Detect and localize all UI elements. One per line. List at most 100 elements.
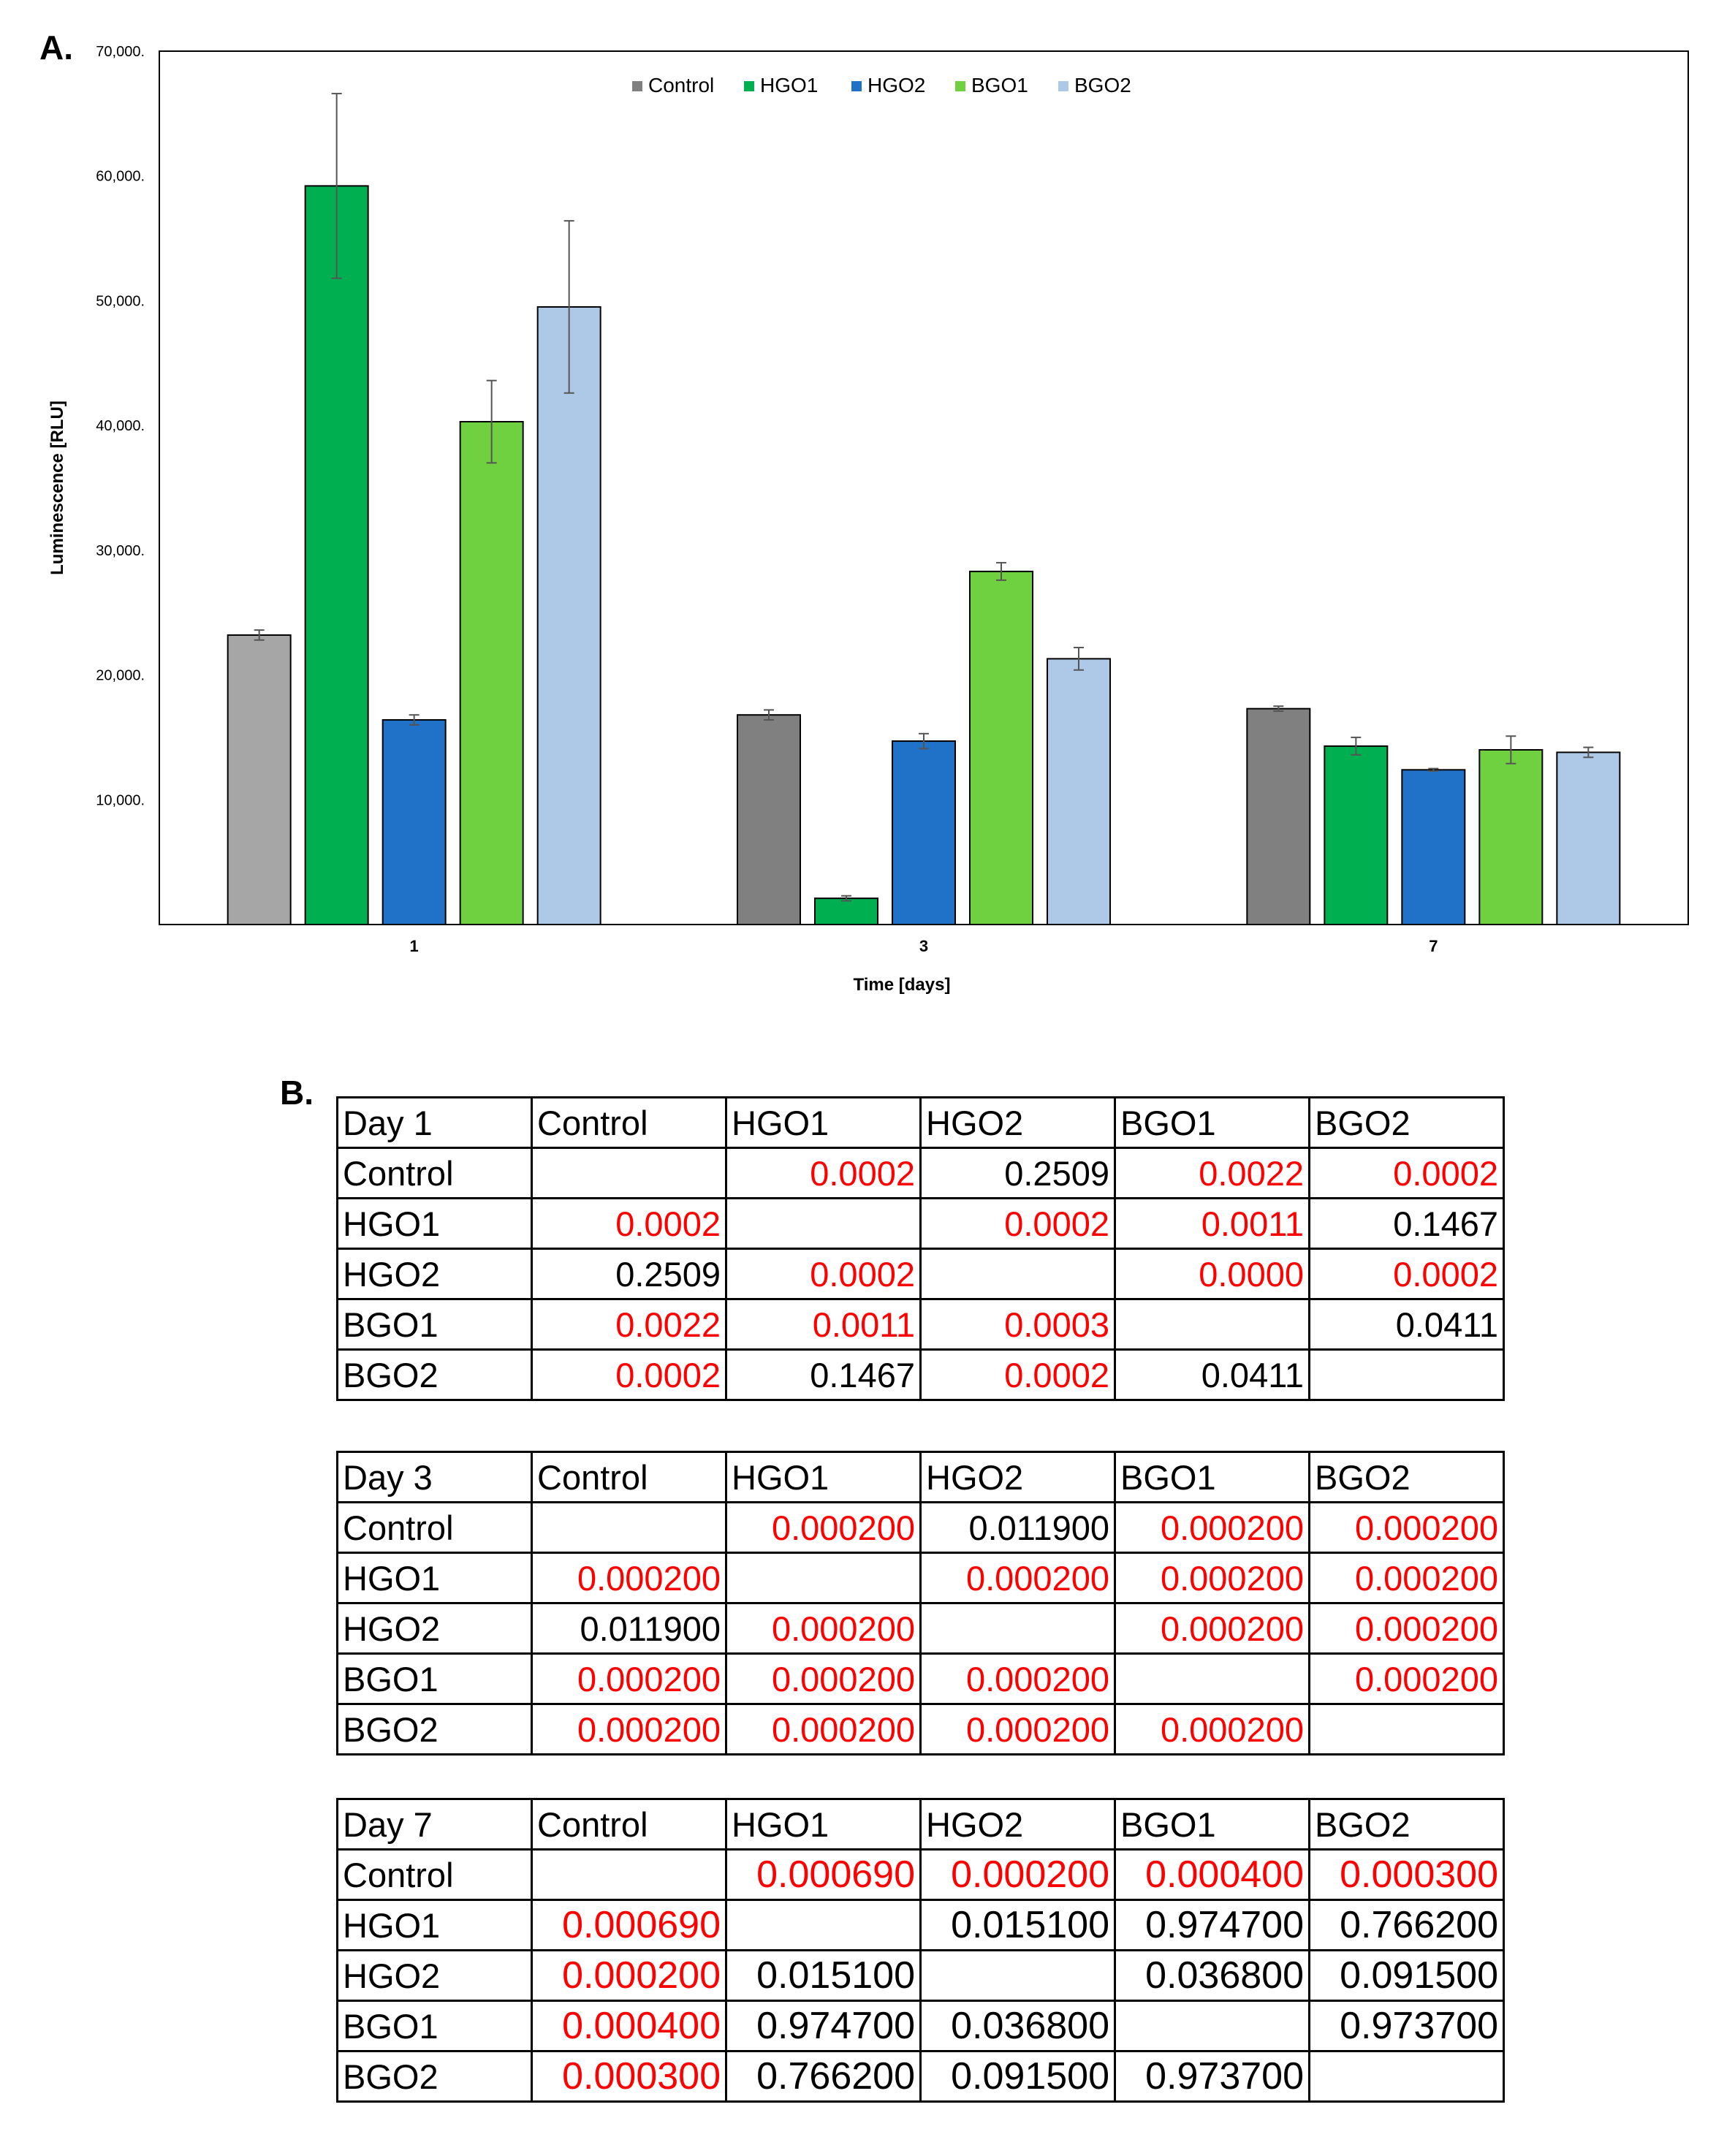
column-header: BGO1 <box>1114 1451 1310 1503</box>
bar-bgo1 <box>1478 749 1544 925</box>
x-axis-label: Time [days] <box>854 975 951 995</box>
p-value-cell: 0.000200 <box>1308 1501 1505 1554</box>
legend-label: BGO1 <box>971 74 1028 96</box>
p-value-cell: 0.0411 <box>1114 1348 1310 1401</box>
p-value-cell <box>725 1197 922 1250</box>
legend-swatch-hgo2 <box>851 81 862 91</box>
p-value-cell <box>531 1147 727 1199</box>
pvalue-table-day1: Day 1 Control HGO1 HGO2 BGO1 BGO2 Control 0.000… <box>336 1096 1505 1401</box>
p-value-cell: 0.000200 <box>725 1703 922 1755</box>
p-value-cell: 0.0002 <box>725 1248 922 1300</box>
table-row: HGO1 0.000690 0.015100 0.974700 0.766200 <box>336 1899 1505 1951</box>
p-value-cell <box>1308 1348 1505 1401</box>
table-row: BGO1 0.000400 0.974700 0.036800 0.973700 <box>336 2000 1505 2052</box>
p-value-cell <box>1114 2000 1310 2052</box>
p-value-cell: 0.000400 <box>531 2000 727 2052</box>
p-value-cell: 0.0002 <box>531 1348 727 1401</box>
bar-hgo1 <box>1324 745 1389 926</box>
table-row: HGO2 0.000200 0.015100 0.036800 0.091500 <box>336 1949 1505 2002</box>
column-header: HGO1 <box>725 1096 922 1149</box>
p-value-cell: 0.000200 <box>531 1949 727 2002</box>
p-value-cell <box>919 1602 1116 1655</box>
column-header: BGO2 <box>1308 1798 1505 1851</box>
p-value-cell: 0.000200 <box>1308 1552 1505 1604</box>
p-value-cell: 0.036800 <box>1114 1949 1310 2002</box>
row-header: HGO1 <box>336 1552 533 1604</box>
bar-bgo1 <box>459 421 524 925</box>
panel-a-label: A. <box>39 29 73 67</box>
p-value-cell <box>1114 1298 1310 1351</box>
p-value-cell: 0.000200 <box>725 1501 922 1554</box>
p-value-cell: 0.0011 <box>725 1298 922 1351</box>
p-value-cell <box>531 1501 727 1554</box>
row-header: HGO2 <box>336 1248 533 1300</box>
p-value-cell: 0.2509 <box>919 1147 1116 1199</box>
p-value-cell: 0.973700 <box>1114 2050 1310 2103</box>
p-value-cell: 0.0002 <box>919 1348 1116 1401</box>
y-tick-label: 10,000. <box>96 792 145 808</box>
p-value-cell: 0.1467 <box>1308 1197 1505 1250</box>
p-value-cell: 0.000200 <box>1308 1602 1505 1655</box>
row-header: BGO2 <box>336 1703 533 1755</box>
p-value-cell: 0.000200 <box>1308 1652 1505 1705</box>
p-value-cell: 0.000200 <box>1114 1552 1310 1604</box>
column-header: HGO2 <box>919 1096 1116 1149</box>
row-header: HGO1 <box>336 1899 533 1951</box>
bar-hgo2 <box>381 719 447 925</box>
row-header: BGO1 <box>336 1652 533 1705</box>
table-row: HGO2 0.011900 0.000200 0.000200 0.000200 <box>336 1602 1505 1655</box>
bar-chart: 10,000. 20,000. 30,000. 40,000. 50,000. 60,00… <box>48 44 1689 995</box>
panel-b-label: B. <box>280 1074 314 1112</box>
p-value-cell: 0.015100 <box>725 1949 922 2002</box>
column-header: Control <box>531 1798 727 1851</box>
p-value-cell: 0.974700 <box>1114 1899 1310 1951</box>
p-value-cell: 0.000200 <box>919 1848 1116 1901</box>
legend-swatch-bgo1 <box>955 81 965 91</box>
bar-bgo1 <box>969 570 1033 926</box>
p-value-cell: 0.036800 <box>919 2000 1116 2052</box>
p-value-cell: 0.973700 <box>1308 2000 1505 2052</box>
bar-hgo2 <box>1401 769 1466 926</box>
p-value-cell: 0.011900 <box>531 1602 727 1655</box>
p-value-cell: 0.0000 <box>1114 1248 1310 1300</box>
x-tick-label: 1 <box>410 937 419 955</box>
p-value-cell: 0.0002 <box>531 1197 727 1250</box>
row-header: BGO2 <box>336 2050 533 2103</box>
p-value-cell: 0.766200 <box>1308 1899 1505 1951</box>
p-value-cell: 0.766200 <box>725 2050 922 2103</box>
p-value-cell <box>725 1899 922 1951</box>
p-value-cell: 0.000200 <box>919 1703 1116 1755</box>
p-value-cell: 0.091500 <box>1308 1949 1505 2002</box>
y-tick-label: 60,000. <box>96 169 145 185</box>
pvalue-table-day7: Day 7 Control HGO1 HGO2 BGO1 BGO2 Control 0.000… <box>336 1798 1505 2103</box>
table-row: Control 0.000200 0.011900 0.000200 0.000200 <box>336 1501 1505 1554</box>
legend-swatch-hgo1 <box>744 81 754 91</box>
table-row: BGO2 0.000300 0.766200 0.091500 0.973700 <box>336 2050 1505 2103</box>
table-day-label: Day 7 <box>336 1798 533 1851</box>
table-header-row: Day 3 Control HGO1 HGO2 BGO1 BGO2 <box>336 1451 1505 1503</box>
bar-hgo1 <box>814 897 878 926</box>
column-header: BGO2 <box>1308 1451 1505 1503</box>
p-value-cell: 0.000300 <box>531 2050 727 2103</box>
y-tick-label: 70,000. <box>96 44 145 60</box>
p-value-cell: 0.000200 <box>1114 1703 1310 1755</box>
p-value-cell: 0.011900 <box>919 1501 1116 1554</box>
column-header: HGO1 <box>725 1451 922 1503</box>
legend-label: Control <box>648 74 714 96</box>
row-header: HGO2 <box>336 1602 533 1655</box>
bar-bgo2 <box>1556 751 1621 926</box>
table-header-row: Day 7 Control HGO1 HGO2 BGO1 BGO2 <box>336 1798 1505 1851</box>
y-axis-label: Luminescence [RLU] <box>48 401 67 575</box>
p-value-cell <box>1308 1703 1505 1755</box>
column-header: BGO2 <box>1308 1096 1505 1149</box>
row-header: Control <box>336 1501 533 1554</box>
row-header: HGO2 <box>336 1949 533 2002</box>
p-value-cell: 0.0022 <box>1114 1147 1310 1199</box>
table-row: BGO2 0.000200 0.000200 0.000200 0.000200 <box>336 1703 1505 1755</box>
p-value-cell: 0.000200 <box>531 1652 727 1705</box>
p-value-cell: 0.000200 <box>919 1552 1116 1604</box>
p-value-cell <box>531 1848 727 1901</box>
p-value-cell: 0.0003 <box>919 1298 1116 1351</box>
row-header: Control <box>336 1848 533 1901</box>
table-day-label: Day 1 <box>336 1096 533 1149</box>
